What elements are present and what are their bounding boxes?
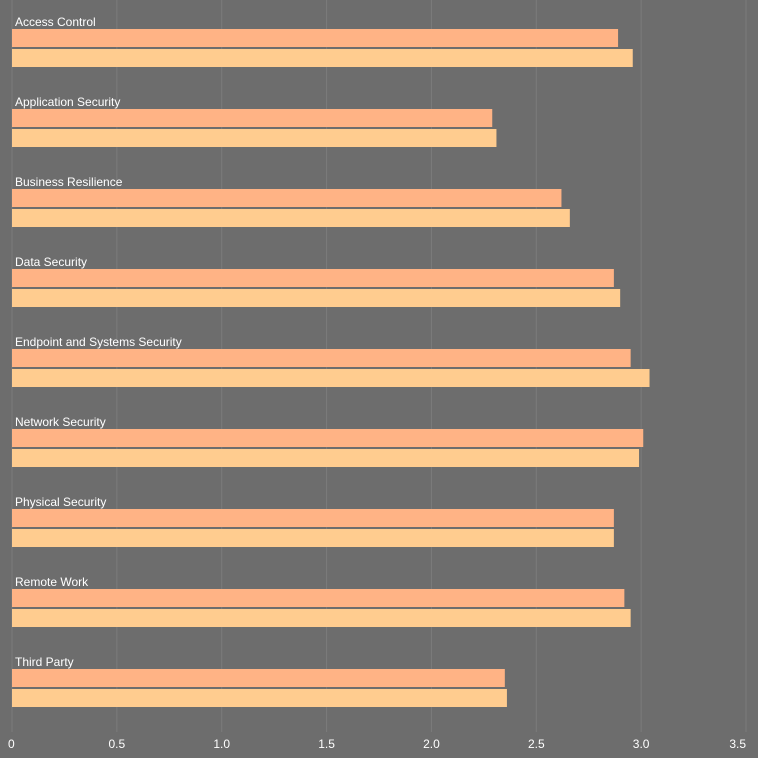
x-tick-label: 3.0 — [633, 737, 650, 751]
x-tick-label: 0.5 — [109, 737, 126, 751]
bar — [12, 609, 631, 627]
bar — [12, 669, 505, 687]
bar — [12, 129, 497, 147]
category-label: Business Resilience — [15, 175, 123, 189]
x-tick-label: 2.0 — [423, 737, 440, 751]
bar — [12, 429, 644, 447]
x-tick-label: 1.5 — [318, 737, 335, 751]
category-label: Application Security — [15, 95, 120, 109]
category-label: Data Security — [15, 255, 87, 269]
category-label: Access Control — [15, 15, 96, 29]
bar — [12, 289, 621, 307]
bar — [12, 269, 614, 287]
bar — [12, 689, 507, 707]
x-tick-label: 2.5 — [528, 737, 545, 751]
bars — [12, 29, 650, 707]
bar — [12, 189, 562, 207]
bar — [12, 509, 614, 527]
x-tick-label: 3.5 — [729, 737, 746, 751]
category-label: Third Party — [15, 655, 74, 669]
category-label: Remote Work — [15, 575, 89, 589]
category-label: Endpoint and Systems Security — [15, 335, 182, 349]
x-tick-label: 0 — [8, 737, 15, 751]
bar — [12, 109, 493, 127]
category-label: Network Security — [15, 415, 106, 429]
bar — [12, 369, 650, 387]
bar — [12, 209, 570, 227]
bar — [12, 349, 631, 367]
category-labels: Access Control Application Security Busine… — [15, 15, 182, 669]
x-tick-label: 1.0 — [213, 737, 230, 751]
bar — [12, 29, 619, 47]
bar — [12, 529, 614, 547]
category-label: Physical Security — [15, 495, 106, 509]
bar — [12, 49, 633, 67]
x-axis-ticks: 0 0.5 1.0 1.5 2.0 2.5 3.0 3.5 — [8, 737, 746, 751]
bar — [12, 589, 625, 607]
bar — [12, 449, 640, 467]
